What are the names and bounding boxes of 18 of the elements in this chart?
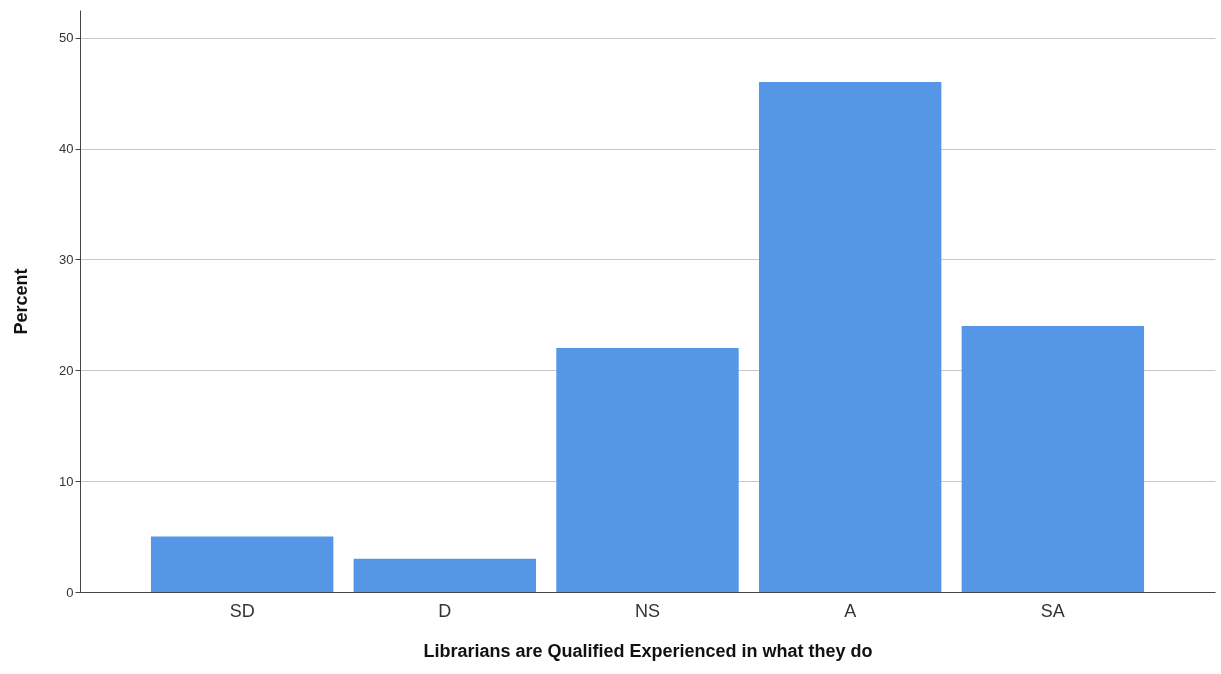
x-axis-title: Librarians are Qualified Experienced in what they do: [423, 640, 873, 661]
bar: [150, 536, 334, 592]
y-tick-label: 30: [59, 251, 74, 267]
y-tick-label: 20: [59, 362, 74, 378]
y-axis-title: Percent: [11, 268, 32, 335]
bar: [961, 325, 1145, 592]
x-tick-label: D: [438, 600, 452, 621]
bar: [556, 348, 739, 592]
x-tick-label: SA: [1040, 600, 1065, 621]
y-tick-label: 50: [59, 30, 74, 46]
y-tick-label: 0: [66, 584, 74, 600]
y-tick-label: 10: [59, 473, 74, 489]
x-tick-label: NS: [634, 600, 661, 621]
x-tick-label: A: [844, 600, 857, 621]
y-tick-label: 40: [59, 141, 74, 157]
bar: [758, 82, 942, 592]
bar: [353, 558, 537, 592]
x-tick-label: SD: [229, 600, 255, 621]
